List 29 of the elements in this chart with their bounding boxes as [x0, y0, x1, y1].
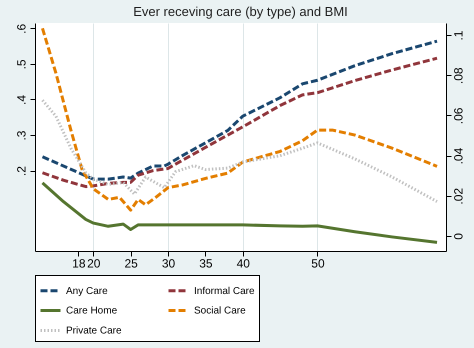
- y-tick-label: .4: [14, 94, 28, 105]
- y-tick-label: .2: [14, 166, 28, 176]
- x-tick-label: 18: [72, 256, 86, 270]
- line-series: [40, 40, 439, 181]
- legend-label: Any Care: [66, 286, 108, 297]
- x-tick-label: 30: [162, 256, 176, 270]
- y2-tick-label: .08: [452, 67, 466, 84]
- y-tick-label: .6: [14, 24, 28, 34]
- legend-label: Private Care: [66, 326, 122, 336]
- y2-tick-label: .04: [452, 147, 466, 164]
- y-tick-label: .3: [14, 130, 28, 141]
- line-series: [40, 56, 439, 188]
- x-tick-label: 25: [124, 256, 138, 270]
- line-series: [40, 98, 439, 204]
- x-tick-label: 20: [87, 256, 101, 270]
- legend-label: Informal Care: [194, 286, 256, 297]
- line-series: [40, 26, 439, 212]
- y2-tick-label: .02: [452, 188, 466, 205]
- chart-title: Ever receving care (by type) and BMI: [133, 4, 348, 19]
- y-tick-label: .5: [14, 59, 28, 70]
- x-tick-label: 50: [311, 256, 325, 270]
- y2-tick-label: .1: [452, 30, 466, 41]
- y2-tick-label: .06: [452, 107, 466, 124]
- legend-label: Social Care: [194, 306, 246, 316]
- line-series: [40, 181, 439, 244]
- x-tick-label: 40: [236, 256, 250, 270]
- legend-label: Care Home: [66, 306, 118, 316]
- y2-tick-label: 0: [452, 232, 466, 240]
- x-tick-label: 35: [199, 256, 213, 270]
